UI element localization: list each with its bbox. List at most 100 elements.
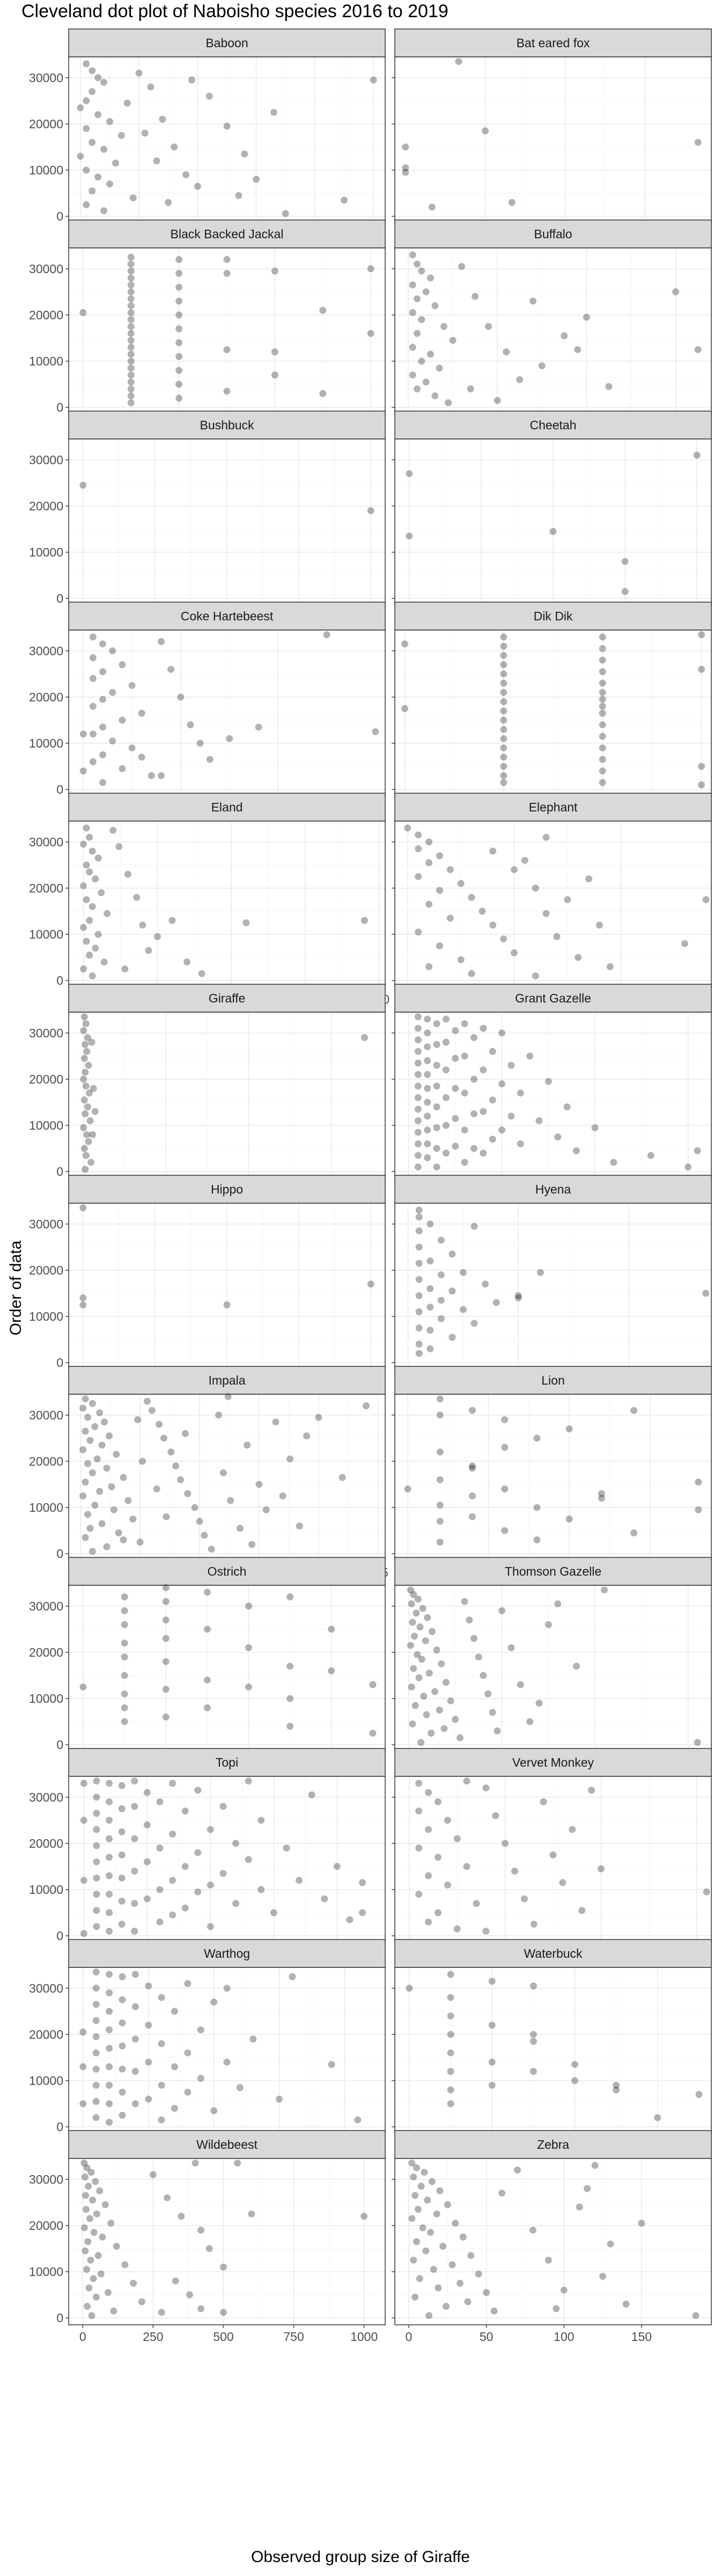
data-point [106, 2045, 113, 2052]
data-point [156, 1421, 163, 1428]
data-point [422, 378, 430, 386]
data-point [106, 1798, 113, 1805]
data-point [83, 824, 90, 832]
facet-strip [68, 1557, 386, 1586]
data-point [206, 756, 214, 763]
data-point [171, 2008, 178, 2015]
data-point [498, 1080, 506, 1087]
facet-panel-giraffe: Giraffe01000020000300000100200300 [29, 984, 386, 1197]
data-point [197, 2026, 204, 2033]
data-point [92, 2098, 100, 2105]
data-point [500, 753, 507, 761]
facet-strip-label: Bat eared fox [517, 36, 590, 50]
data-point [82, 2192, 89, 2199]
data-point [466, 1616, 473, 1624]
data-point [127, 330, 135, 337]
data-point [226, 735, 233, 742]
data-point [83, 2164, 91, 2171]
data-point [80, 965, 87, 973]
data-point [695, 1506, 702, 1513]
data-point [184, 2089, 192, 2096]
y-tick-label: 10000 [29, 545, 63, 559]
facet-panel-bushbuck: Bushbuck01000020000300001.001.251.501.75… [29, 411, 386, 624]
data-point [283, 1844, 290, 1851]
data-point [162, 1686, 170, 1693]
data-point [133, 894, 141, 901]
data-point [129, 1516, 137, 1523]
facet-strip-label: Hyena [535, 1182, 571, 1196]
data-point [425, 838, 433, 846]
data-point [127, 371, 135, 379]
data-point [414, 1036, 422, 1044]
data-point [407, 1642, 414, 1649]
data-point [258, 1886, 265, 1893]
data-point [446, 866, 454, 873]
data-point [245, 1856, 252, 1863]
data-point [436, 1539, 444, 1546]
data-point [414, 1152, 422, 1159]
data-point [96, 1488, 104, 1495]
data-point [82, 1166, 89, 1173]
data-point [492, 1812, 499, 1819]
data-point [93, 1842, 100, 1849]
data-point [468, 1465, 476, 1472]
data-point [89, 1400, 96, 1407]
data-point [359, 1879, 366, 1886]
facet-strip [68, 793, 386, 822]
panel-background [395, 1585, 711, 1752]
data-point [426, 1257, 434, 1265]
data-point [100, 145, 108, 153]
data-point [158, 1994, 165, 2001]
data-point [181, 1904, 189, 1912]
data-point [461, 1598, 468, 1605]
data-point [101, 1418, 108, 1426]
data-point [482, 1280, 489, 1288]
data-point [654, 2114, 661, 2121]
data-point [207, 1881, 214, 1889]
data-point [599, 744, 606, 752]
data-point [341, 196, 348, 204]
data-point [80, 1055, 88, 1062]
data-point [702, 896, 710, 903]
data-point [82, 1152, 90, 1159]
data-point [80, 1027, 87, 1034]
data-point [415, 1844, 423, 1851]
data-point [414, 1059, 422, 1067]
data-point [414, 330, 421, 337]
data-point [428, 203, 436, 211]
data-point [461, 1052, 468, 1060]
data-point [437, 1271, 445, 1278]
data-point [82, 1479, 89, 1486]
data-point [599, 721, 606, 729]
data-point [93, 1891, 100, 1898]
data-point [103, 1543, 111, 1550]
data-point [410, 1633, 418, 1640]
data-point [480, 1108, 487, 1115]
data-point [411, 2192, 419, 2199]
data-point [127, 336, 135, 344]
data-point [415, 1243, 423, 1251]
data-point [416, 2275, 423, 2282]
data-point [354, 2116, 362, 2124]
data-point [115, 1529, 122, 1536]
x-tick-label: 250 [143, 2330, 163, 2344]
data-point [120, 1474, 127, 1481]
data-point [92, 875, 99, 883]
data-point [223, 122, 231, 130]
y-tick-label: 0 [56, 1547, 63, 1561]
data-point [426, 1285, 434, 1292]
data-point [223, 387, 231, 395]
data-point [308, 1791, 315, 1798]
data-point [94, 173, 102, 181]
data-point [500, 772, 507, 779]
data-point [93, 1907, 100, 1914]
facet-strip-label: Cheetah [530, 418, 577, 432]
facet-panel-hippo: Hippo01000020000300001.01.52.02.53.0 [29, 1175, 386, 1388]
data-point [108, 1483, 115, 1490]
data-point [433, 1103, 440, 1111]
data-point [84, 1034, 91, 1041]
data-point [414, 2206, 422, 2213]
panel-background [69, 1394, 385, 1561]
y-tick-label: 0 [56, 591, 63, 605]
data-point [419, 1605, 426, 1612]
